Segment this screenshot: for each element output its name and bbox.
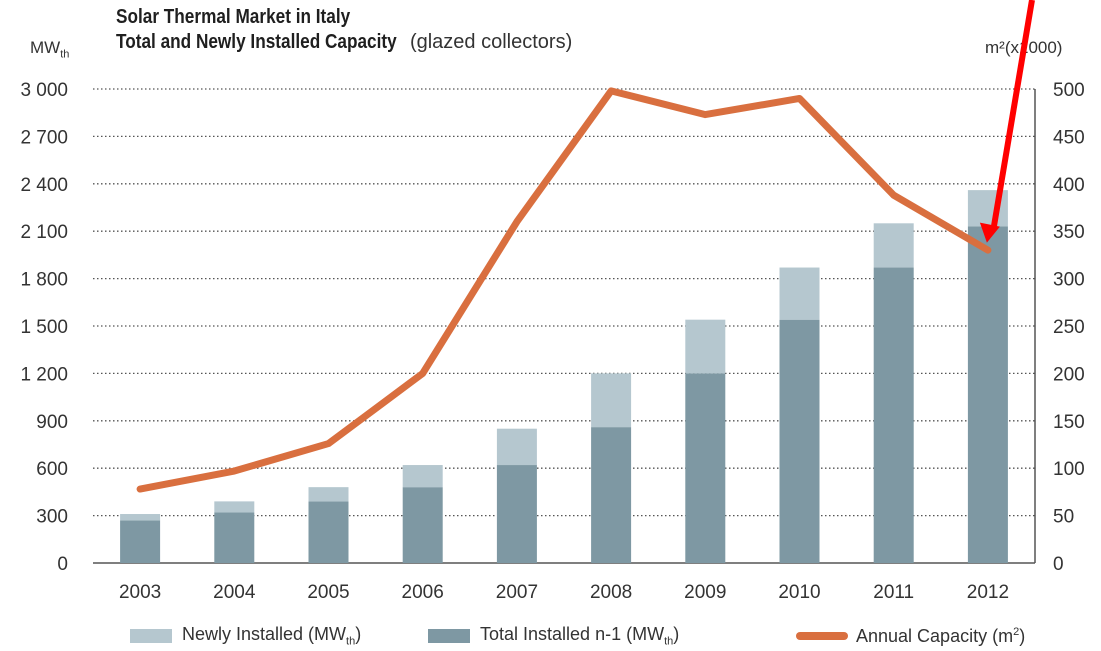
- point-annual-capacity: [422, 372, 424, 374]
- chart-subtitle-rest: (glazed collectors): [404, 31, 573, 53]
- point-annual-capacity: [893, 194, 895, 196]
- legend-label-annual-capacity-text: Annual Capacity (m: [856, 625, 1014, 646]
- x-tick-label: 2004: [213, 582, 256, 603]
- legend-label-total-installed-text: Total Installed n-1 (MW: [480, 624, 665, 645]
- annotation-arrow-shaft: [990, 0, 1035, 228]
- bar-newly-installed: [496, 428, 537, 466]
- bar-newly-installed: [120, 514, 161, 521]
- bar-newly-installed: [214, 501, 255, 513]
- bar-total-installed: [685, 373, 726, 563]
- point-annual-capacity: [139, 488, 141, 490]
- y-right-tick-label: 450: [1053, 127, 1085, 148]
- x-tick-label: 2003: [119, 582, 161, 603]
- point-annual-capacity: [328, 443, 329, 445]
- y-right-tick-label: 250: [1053, 317, 1085, 338]
- legend-label-newly-installed-text: Newly Installed (MW: [182, 624, 347, 645]
- annotation-arrow-head: [979, 222, 1000, 243]
- chart-title-text: Solar Thermal Market in Italy: [116, 6, 351, 28]
- y-right-tick-label: 150: [1053, 412, 1085, 433]
- y-left-tick-label: 0: [57, 554, 68, 575]
- left-axis-unit-text: MW: [30, 38, 61, 57]
- y-left-tick-label: 2 400: [20, 175, 68, 196]
- y-right-tick-label: 0: [1053, 554, 1064, 575]
- chart-title: Solar Thermal Market in Italy: [116, 6, 388, 29]
- bar-total-installed: [214, 512, 255, 563]
- y-right-tick-label: 100: [1053, 459, 1085, 480]
- x-tick-label: 2007: [496, 582, 538, 603]
- legend-item-total-installed: Total Installed n-1 (MWth): [428, 622, 679, 650]
- bar-newly-installed: [591, 373, 632, 428]
- legend-swatch-total-installed: [428, 629, 470, 643]
- bar-total-installed: [496, 465, 537, 563]
- y-right-tick-label: 500: [1053, 80, 1085, 101]
- point-annual-capacity: [233, 470, 235, 472]
- line-annual-capacity: [136, 87, 992, 493]
- point-annual-capacity: [516, 221, 518, 223]
- legend-label-total-installed-suffix: ): [673, 624, 680, 645]
- legend-item-annual-capacity: Annual Capacity (m2): [796, 622, 1025, 650]
- chart-subtitle: Total and Newly Installed Capacity (glaz…: [116, 31, 572, 54]
- x-tick-label: 2006: [402, 582, 444, 603]
- bar-total-installed: [402, 487, 443, 563]
- point-annual-capacity: [799, 97, 800, 99]
- point-annual-capacity: [610, 90, 612, 92]
- legend-label-annual-capacity-suffix: ): [1019, 625, 1026, 646]
- left-axis-unit: MWth: [30, 38, 69, 60]
- legend-label-newly-installed-suffix: ): [355, 624, 362, 645]
- y-right-tick-label: 200: [1053, 364, 1085, 385]
- x-tick-label: 2005: [307, 582, 349, 603]
- bar-total-installed: [591, 427, 632, 563]
- y-left-tick-label: 1 500: [20, 317, 68, 338]
- y-right-tick-label: 50: [1053, 507, 1074, 528]
- legend-swatch-annual-capacity: [796, 632, 848, 640]
- point-annual-capacity: [704, 114, 706, 116]
- x-tick-label: 2009: [684, 582, 726, 603]
- bar-newly-installed: [308, 487, 349, 502]
- bar-total-installed: [120, 520, 161, 563]
- y-left-tick-label: 900: [36, 412, 68, 433]
- y-left-tick-label: 600: [36, 459, 68, 480]
- y-right-tick-label: 300: [1053, 270, 1085, 291]
- y-left-tick-label: 2 700: [20, 127, 68, 148]
- bar-newly-installed: [685, 319, 726, 374]
- y-left-tick-label: 2 100: [20, 222, 68, 243]
- legend: Newly Installed (MWth) Total Installed n…: [130, 622, 1030, 650]
- x-tick-label: 2010: [778, 582, 820, 603]
- bar-newly-installed: [779, 267, 820, 320]
- y-right-tick-label: 350: [1053, 222, 1085, 243]
- y-right-tick-label: 400: [1053, 175, 1085, 196]
- y-left-tick-label: 1 200: [20, 364, 68, 385]
- legend-label-newly-installed-sub: th: [346, 635, 356, 648]
- left-axis-unit-sub: th: [60, 48, 70, 61]
- bar-total-installed: [873, 267, 914, 563]
- legend-item-newly-installed: Newly Installed (MWth): [130, 622, 361, 650]
- bar-total-installed: [779, 319, 820, 563]
- chart-subtitle-bold: Total and Newly Installed Capacity: [116, 31, 397, 53]
- legend-label-total-installed-sub: th: [664, 635, 674, 648]
- bar-newly-installed: [402, 465, 443, 488]
- point-annual-capacity: [987, 249, 989, 251]
- legend-label-total-installed: Total Installed n-1 (MWth): [480, 624, 679, 648]
- y-left-tick-label: 300: [36, 507, 68, 528]
- legend-label-annual-capacity: Annual Capacity (m2): [856, 626, 1025, 647]
- x-tick-label: 2008: [590, 582, 632, 603]
- legend-swatch-newly-installed: [130, 629, 172, 643]
- bar-total-installed: [967, 226, 1008, 563]
- bar-total-installed: [308, 501, 349, 563]
- y-left-tick-label: 1 800: [20, 270, 68, 291]
- legend-label-annual-capacity-sup: 2: [1013, 625, 1020, 638]
- legend-label-newly-installed: Newly Installed (MWth): [182, 624, 361, 648]
- x-tick-label: 2011: [873, 582, 914, 603]
- x-tick-label: 2012: [967, 582, 1009, 603]
- y-left-tick-label: 3 000: [20, 80, 68, 101]
- bar-newly-installed: [873, 223, 914, 268]
